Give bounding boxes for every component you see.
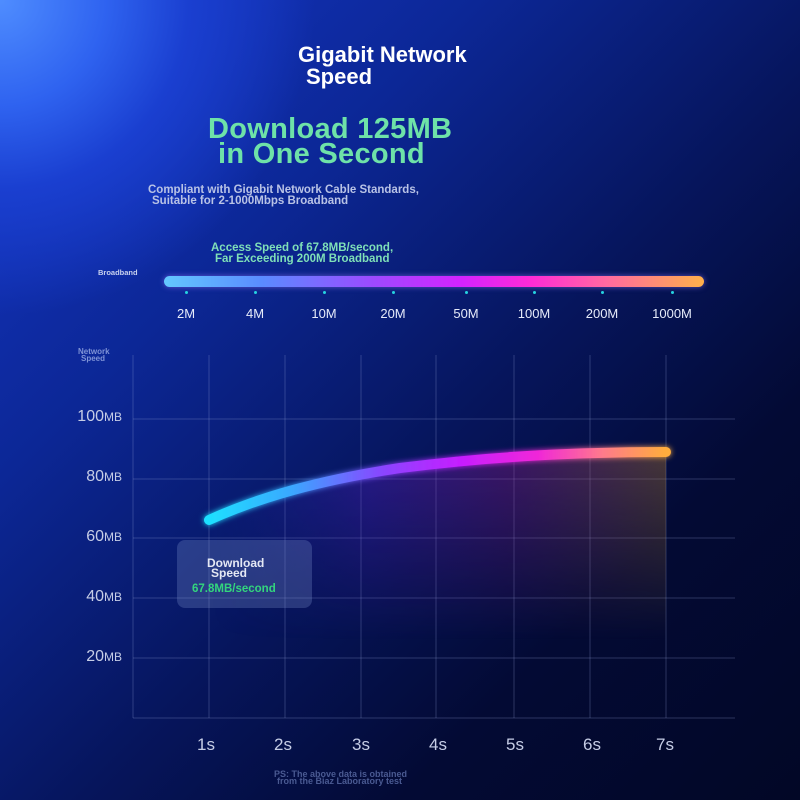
access-speed-caption: Access Speed of 67.8MB/second, Far Excee… xyxy=(211,242,394,265)
broadband-tick: 4M xyxy=(225,287,285,321)
broadband-gradient-bar xyxy=(164,276,704,287)
tick-dot-icon xyxy=(253,291,257,294)
page-title: Gigabit Network Speed xyxy=(298,44,467,88)
access-line-1: Access Speed of 67.8MB/second, xyxy=(211,242,394,254)
tick-dot-icon xyxy=(670,291,674,294)
broadband-tick: 20M xyxy=(363,287,423,321)
y-tick-60: 60MB xyxy=(86,528,122,545)
tooltip-value: 67.8MB/second xyxy=(192,583,276,595)
broadband-tick: 200M xyxy=(572,287,632,321)
speed-line xyxy=(204,447,671,525)
title-line-2: Speed xyxy=(306,64,373,89)
tick-dot-icon xyxy=(391,291,395,294)
x-tick-6s: 6s xyxy=(583,735,601,754)
tick-dot-icon xyxy=(184,291,188,294)
y-tick-80: 80MB xyxy=(86,468,122,485)
broadband-tick: 1000M xyxy=(642,287,702,321)
y-tick-100: 100MB xyxy=(77,408,122,425)
y-axis-title: Network Speed xyxy=(78,347,110,363)
footnote: PS: The above data is obtained from the … xyxy=(274,769,408,786)
broadband-tick: 100M xyxy=(504,287,564,321)
title-line-1: Gigabit Network xyxy=(298,42,467,67)
y-tick-20: 20MB xyxy=(86,648,122,665)
y-tick-40: 40MB xyxy=(86,588,122,605)
tick-dot-icon xyxy=(464,291,468,294)
subtitle: Compliant with Gigabit Network Cable Sta… xyxy=(148,184,419,207)
hero-line-2: in One Second xyxy=(218,138,425,170)
subtitle-line-2: Suitable for 2-1000Mbps Broadband xyxy=(152,195,349,207)
x-tick-2s: 2s xyxy=(274,735,292,754)
broadband-tick: 10M xyxy=(294,287,354,321)
area-fill xyxy=(209,452,666,718)
broadband-label: Broadband xyxy=(98,268,138,277)
subtitle-line-1: Compliant with Gigabit Network Cable Sta… xyxy=(148,184,419,196)
tick-dot-icon xyxy=(322,291,326,294)
hero-line-1: Download 125MB xyxy=(208,113,453,145)
access-line-2: Far Exceeding 200M Broadband xyxy=(215,253,390,265)
broadband-tick: 50M xyxy=(436,287,496,321)
download-speed-tooltip xyxy=(177,540,312,608)
x-tick-4s: 4s xyxy=(429,735,447,754)
x-tick-5s: 5s xyxy=(506,735,524,754)
broadband-tick: 2M xyxy=(156,287,216,321)
tooltip-label: Download Speed xyxy=(207,556,265,580)
x-tick-7s: 7s xyxy=(656,735,674,754)
x-tick-3s: 3s xyxy=(352,735,370,754)
hero-headline: Download 125MB in One Second xyxy=(208,113,453,170)
tick-dot-icon xyxy=(532,291,536,294)
tick-dot-icon xyxy=(600,291,604,294)
broadband-ticks: 2M 4M 10M 20M 50M 100M 200M 1000M xyxy=(0,287,800,327)
x-tick-1s: 1s xyxy=(197,735,215,754)
